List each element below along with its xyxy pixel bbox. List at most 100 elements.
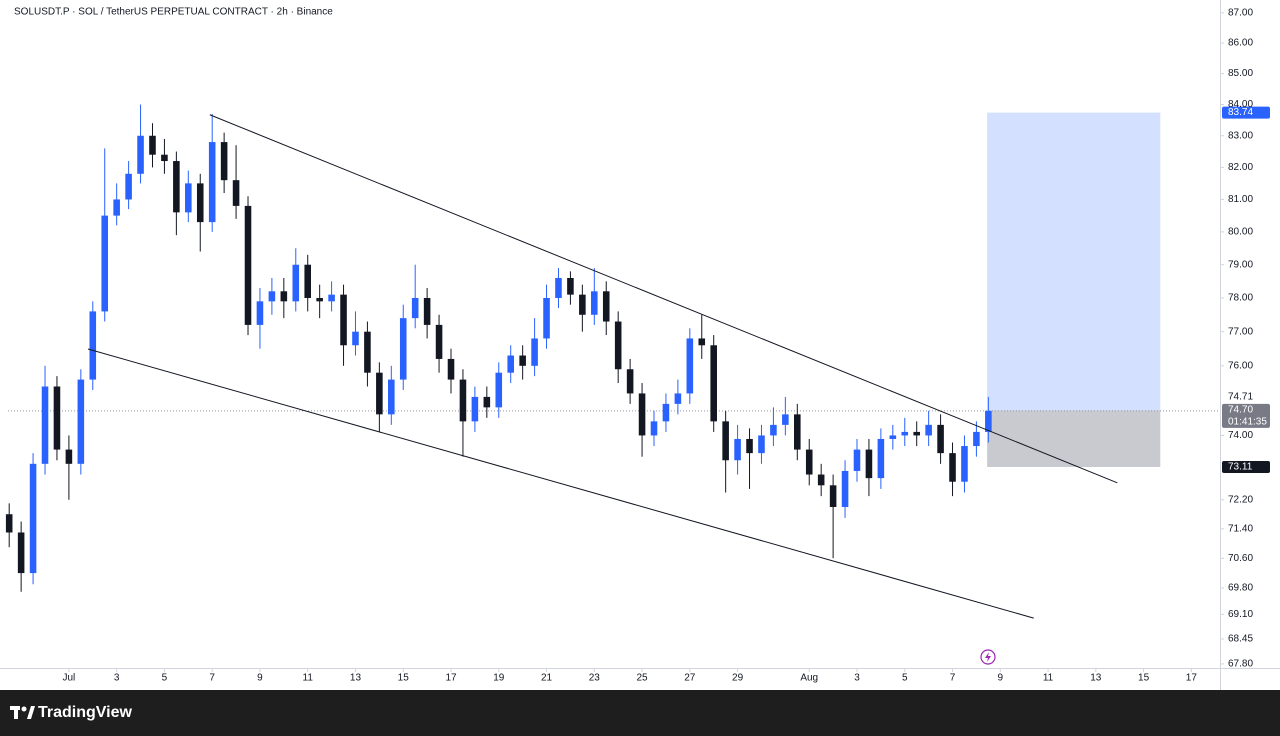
target-price-label: 83.74 [1228,107,1253,118]
candle-body [411,297,419,319]
candle-body [853,449,861,471]
logo-part [27,706,35,719]
candle-body [937,424,944,454]
y-tick-label: 82.00 [1228,162,1253,173]
candle-body [304,264,311,298]
candle-body [734,438,741,461]
stop-price-label: 73.11 [1228,462,1253,473]
candle-body [29,463,37,574]
y-tick-label: 78.00 [1228,293,1253,304]
candle-body [985,410,992,432]
candle-body [591,291,598,315]
candle-body [626,369,634,394]
candle-body [220,142,228,181]
x-tick-label: 19 [493,673,505,684]
candle-body [794,414,801,450]
candle-body [17,532,25,574]
candle-body [805,449,813,475]
price-label-box [1222,461,1270,474]
candle-body [746,438,753,454]
candle-body [399,318,407,380]
candle-body [208,142,216,223]
x-tick-label: 11 [303,673,314,684]
candle-body [758,435,765,454]
y-tick-label: 83.00 [1228,130,1253,141]
footer [0,690,1280,736]
candle-body [459,379,467,422]
candle-body [698,338,706,346]
candle-body [638,393,646,436]
candle-body [925,424,932,436]
candle-body [483,396,491,408]
candle-body [173,161,180,213]
candle-body [602,291,610,322]
candle-body [770,424,777,436]
x-tick-label: 5 [162,673,168,684]
candle-body [889,435,897,439]
candle-body [5,514,13,533]
target-zone [987,112,1161,411]
candle-body [292,264,300,302]
x-tick-label: 21 [541,673,553,684]
event-icon[interactable] [980,649,996,665]
y-tick-label: 79.00 [1228,259,1253,270]
x-tick-label: 17 [445,673,457,684]
last-price-label: 74.70 [1228,404,1253,415]
x-tick-label: 11 [1043,673,1054,684]
candle-body [364,331,371,373]
candle-body [256,301,264,325]
y-tick-label: 69.10 [1228,609,1253,620]
candle-body [495,372,503,408]
last-price-box [1222,403,1270,428]
candle-body [973,431,980,447]
candle-body [196,183,204,223]
candle-body [782,414,789,425]
candle-body [567,277,574,295]
candle-body [913,431,920,436]
candle-body [101,215,109,312]
candle-body [829,485,837,507]
x-tick-label: Jul [63,673,76,684]
x-tick-label: 7 [950,673,956,684]
x-tick-label: 25 [636,673,648,684]
candle-body [614,321,622,370]
y-tick-label: 68.45 [1228,634,1253,645]
candle-body [722,421,729,461]
entry-price-label: 74.71 [1228,391,1253,402]
chart-background [0,0,1280,690]
x-tick-label: 13 [1090,673,1102,684]
candle-body [185,183,192,213]
trendline [209,114,1118,484]
y-tick-label: 77.00 [1228,326,1253,337]
candle-body [161,154,168,162]
x-tick-label: 29 [732,673,744,684]
y-tick-label: 85.00 [1228,68,1253,79]
candle-body [89,311,97,380]
x-tick-label: 7 [209,673,215,684]
candle-body [376,372,383,415]
candle-body [531,338,538,366]
candle-body [41,386,49,464]
y-tick-label: 87.00 [1228,8,1253,19]
y-tick-label: 71.40 [1228,523,1253,534]
plot-area [5,104,1220,619]
x-tick-label: 3 [854,673,860,684]
candle-body [519,355,526,366]
candle-body [447,358,455,380]
candle-body [232,180,240,206]
y-tick-label: 74.00 [1228,430,1253,441]
candle-body [710,345,717,422]
x-tick-label: 13 [350,673,362,684]
candle-body [125,173,132,200]
brand-name: TradingView [38,704,133,721]
candle-body [388,379,395,415]
candle-body [865,449,873,479]
y-tick-label: 81.00 [1228,194,1253,205]
x-tick-label: 5 [902,673,908,684]
candle-body [841,470,849,507]
y-tick-label: 67.80 [1228,659,1253,670]
price-label-box [1222,106,1270,119]
candle-body [650,421,658,436]
candle-body [471,396,479,422]
